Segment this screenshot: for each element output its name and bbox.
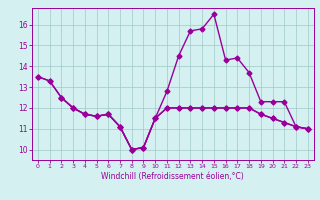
X-axis label: Windchill (Refroidissement éolien,°C): Windchill (Refroidissement éolien,°C) — [101, 172, 244, 181]
